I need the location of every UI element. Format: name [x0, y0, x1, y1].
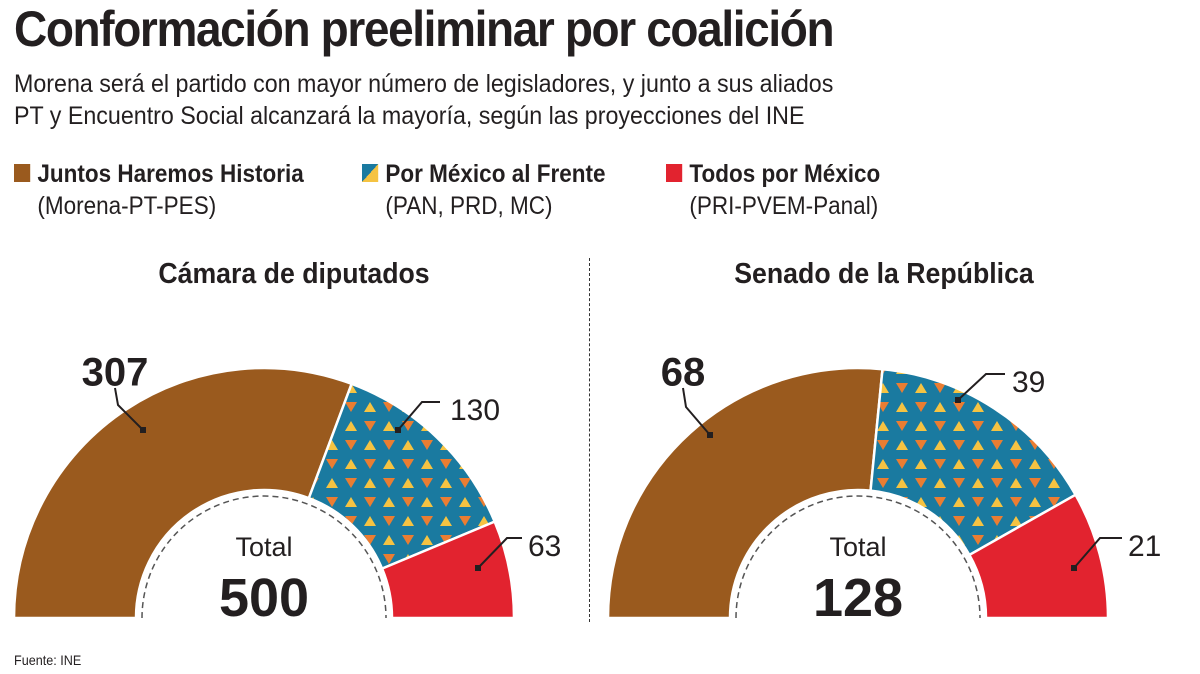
- legend-label: Por México al Frente: [385, 160, 606, 188]
- legend-item-todos: Todos por México (PRI-PVEM-Panal): [666, 158, 880, 222]
- data-label: 68: [661, 351, 706, 395]
- legend-label: Todos por México: [689, 160, 881, 188]
- divider: [589, 258, 590, 622]
- leader-dot: [140, 427, 146, 433]
- data-label: 63: [528, 530, 561, 563]
- data-label: 307: [82, 351, 149, 395]
- chart-title-senado: Senado de la República: [734, 258, 1034, 290]
- donut-segment: [380, 519, 516, 620]
- leader-dot: [475, 565, 481, 571]
- leader-dot: [395, 427, 401, 433]
- inner-dashed-arc: [735, 495, 981, 619]
- subtitle-line: PT y Encuentro Social alcanzará la mayor…: [14, 102, 805, 130]
- legend-parties: (PRI-PVEM-Panal): [689, 192, 879, 220]
- total-label: Total: [235, 532, 292, 562]
- leader-line: [114, 387, 144, 431]
- leader-dot: [707, 432, 713, 438]
- inner-dashed-arc: [141, 495, 387, 619]
- subtitle: Morena será el partido con mayor número …: [14, 68, 833, 132]
- legend-parties: (Morena-PT-PES): [37, 192, 217, 220]
- page-title: Conformación preeliminar por coalición: [14, 1, 835, 57]
- leader-line: [477, 537, 522, 569]
- total-value: 500: [219, 568, 309, 628]
- legend-parties: (PAN, PRD, MC): [385, 192, 553, 220]
- legend-swatch: [362, 164, 379, 182]
- donut-segment: [12, 366, 354, 620]
- chart-title-diputados: Cámara de diputados: [158, 258, 430, 290]
- legend-item-juntos: Juntos Haremos Historia (Morena-PT-PES): [14, 158, 304, 222]
- leader-line: [397, 401, 440, 431]
- data-label: 39: [1012, 366, 1045, 399]
- donut-segment: [967, 493, 1110, 620]
- legend-item-por-mexico: Por México al Frente (PAN, PRD, MC): [362, 158, 605, 222]
- total-label: Total: [829, 532, 886, 562]
- legend-label: Juntos Haremos Historia: [37, 160, 304, 188]
- donut-segment: [869, 367, 1078, 557]
- legend-swatch: [666, 164, 683, 182]
- source: Fuente: INE: [14, 652, 82, 668]
- data-label: 130: [450, 394, 500, 427]
- leader-line: [682, 387, 711, 436]
- total-value: 128: [813, 568, 903, 628]
- legend-swatch: [14, 164, 31, 182]
- subtitle-line: Morena será el partido con mayor número …: [14, 70, 834, 98]
- leader-dot: [1071, 565, 1077, 571]
- leader-dot: [955, 397, 961, 403]
- data-label: 21: [1128, 530, 1161, 563]
- leader-line: [957, 373, 1005, 401]
- leader-line: [1073, 537, 1122, 569]
- donut-segment: [606, 366, 884, 620]
